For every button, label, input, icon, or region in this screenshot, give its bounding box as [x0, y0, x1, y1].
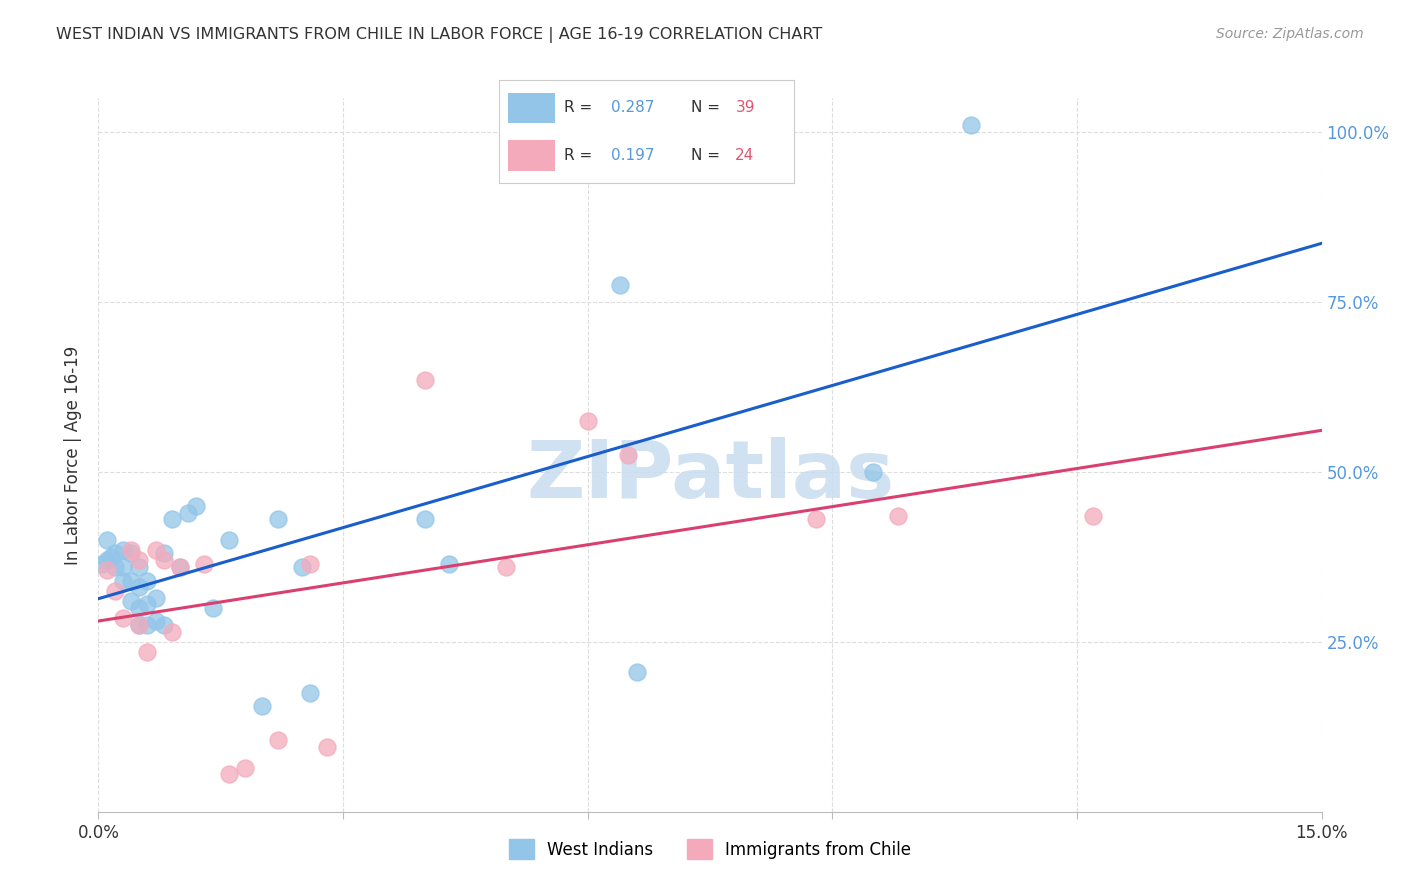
Y-axis label: In Labor Force | Age 16-19: In Labor Force | Age 16-19: [65, 345, 83, 565]
Point: [186, 499, 208, 513]
Point: [218, 767, 240, 781]
Point: [160, 624, 183, 639]
Point: [104, 560, 127, 574]
Point: [96, 533, 118, 547]
Point: [576, 414, 599, 428]
Point: [128, 600, 150, 615]
Point: [96, 564, 118, 578]
Point: [128, 581, 150, 595]
Point: [111, 543, 134, 558]
Text: 0.287: 0.287: [612, 101, 655, 115]
Point: [960, 118, 983, 132]
Point: [495, 560, 517, 574]
Point: [177, 506, 200, 520]
Point: [413, 373, 436, 387]
Text: WEST INDIAN VS IMMIGRANTS FROM CHILE IN LABOR FORCE | AGE 16-19 CORRELATION CHAR: WEST INDIAN VS IMMIGRANTS FROM CHILE IN …: [56, 27, 823, 43]
Point: [169, 560, 191, 574]
Text: Source: ZipAtlas.com: Source: ZipAtlas.com: [1216, 27, 1364, 41]
Point: [136, 574, 159, 588]
Point: [145, 615, 167, 629]
Point: [250, 699, 273, 714]
Point: [804, 512, 827, 526]
Point: [267, 512, 290, 526]
Point: [100, 549, 122, 564]
Point: [160, 512, 183, 526]
Point: [128, 617, 150, 632]
Text: 0.197: 0.197: [612, 148, 655, 162]
Point: [111, 560, 134, 574]
Bar: [508, 140, 555, 170]
Point: [120, 543, 142, 558]
Point: [120, 594, 142, 608]
Text: N =: N =: [692, 101, 725, 115]
Point: [128, 617, 150, 632]
Point: [233, 760, 256, 774]
Legend: West Indians, Immigrants from Chile: West Indians, Immigrants from Chile: [501, 830, 920, 868]
Point: [315, 740, 337, 755]
Text: R =: R =: [564, 101, 598, 115]
Point: [609, 278, 631, 293]
Text: R =: R =: [564, 148, 598, 162]
Point: [862, 465, 884, 479]
Point: [291, 560, 314, 574]
Point: [626, 665, 648, 680]
Point: [96, 553, 118, 567]
Text: ZIPatlas: ZIPatlas: [526, 437, 894, 516]
Point: [437, 557, 460, 571]
Point: [136, 598, 159, 612]
Point: [617, 448, 640, 462]
Point: [91, 557, 114, 571]
Point: [299, 686, 322, 700]
Point: [152, 617, 174, 632]
Point: [152, 553, 174, 567]
Bar: [508, 93, 555, 123]
Point: [886, 509, 908, 524]
Point: [128, 553, 150, 567]
Point: [193, 557, 215, 571]
Text: 39: 39: [735, 101, 755, 115]
Point: [145, 591, 167, 605]
Point: [145, 543, 167, 558]
Point: [218, 533, 240, 547]
Point: [104, 583, 127, 598]
Text: 24: 24: [735, 148, 755, 162]
Point: [299, 557, 322, 571]
Point: [136, 645, 159, 659]
Point: [1083, 509, 1105, 524]
Point: [136, 617, 159, 632]
Point: [413, 512, 436, 526]
Point: [120, 574, 142, 588]
Point: [152, 546, 174, 560]
Point: [111, 611, 134, 625]
Point: [267, 733, 290, 747]
Point: [128, 560, 150, 574]
Point: [169, 560, 191, 574]
Text: N =: N =: [692, 148, 725, 162]
Point: [104, 546, 127, 560]
Point: [201, 600, 224, 615]
Point: [111, 574, 134, 588]
Point: [120, 546, 142, 560]
